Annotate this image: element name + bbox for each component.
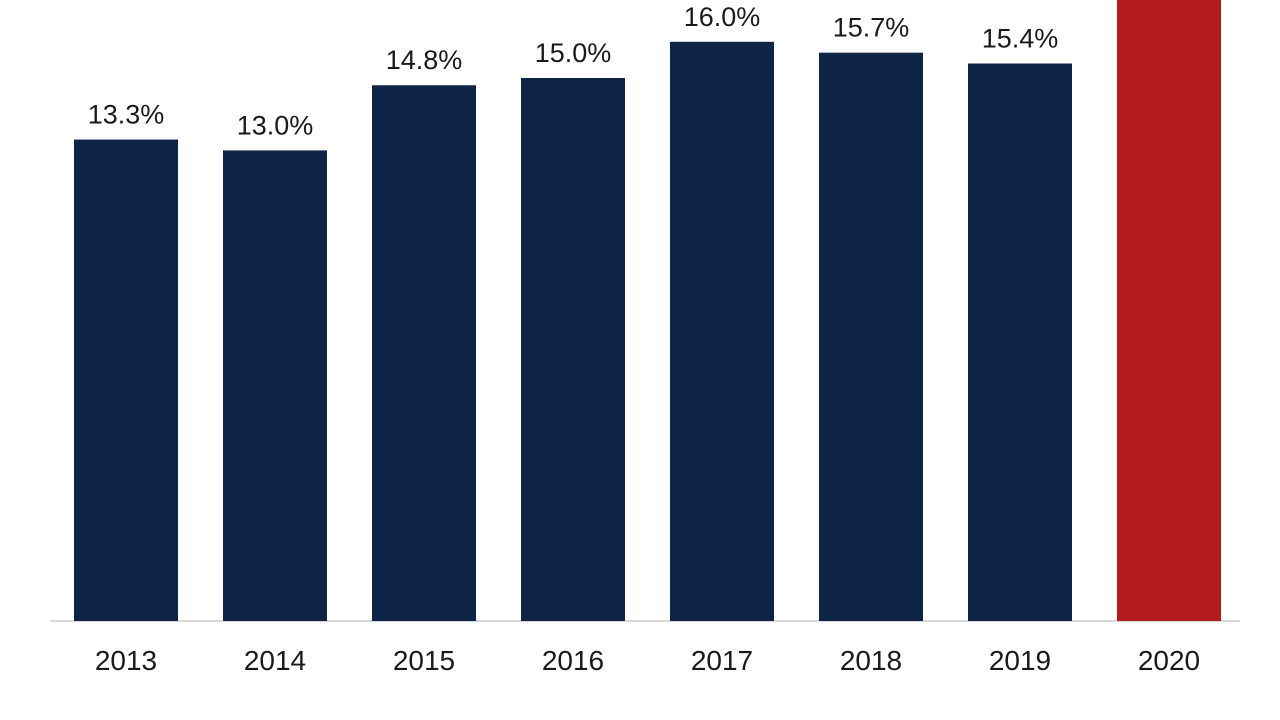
value-label-2018: 15.7%	[833, 13, 910, 43]
bar-2020	[1117, 0, 1221, 621]
tick-label-2017: 2017	[691, 645, 753, 676]
value-label-2014: 13.0%	[237, 110, 314, 140]
value-label-2019: 15.4%	[982, 24, 1059, 54]
tick-label-2020: 2020	[1138, 645, 1200, 676]
tick-label-2019: 2019	[989, 645, 1051, 676]
bar-2018	[819, 52, 923, 622]
bar-2017	[670, 41, 774, 622]
bar-2015	[372, 85, 476, 622]
tick-labels-group: 2013 2014 2015 2016 2017 2018 2019 2020	[95, 645, 1200, 676]
value-label-2017: 16.0%	[684, 2, 761, 32]
tick-label-2016: 2016	[542, 645, 604, 676]
tick-label-2018: 2018	[840, 645, 902, 676]
tick-label-2014: 2014	[244, 645, 306, 676]
value-label-2016: 15.0%	[535, 38, 612, 68]
tick-label-2013: 2013	[95, 645, 157, 676]
tick-label-2015: 2015	[393, 645, 455, 676]
value-labels-group: 13.3% 13.0% 14.8% 15.0% 16.0% 15.7% 15.4%	[88, 2, 1059, 141]
value-label-2015: 14.8%	[386, 45, 463, 75]
bar-2016	[521, 78, 625, 621]
value-label-2013: 13.3%	[88, 100, 165, 130]
bars-group	[74, 0, 1221, 622]
bar-2013	[74, 139, 178, 622]
bar-2019	[968, 63, 1072, 621]
bar-2014	[223, 150, 327, 621]
